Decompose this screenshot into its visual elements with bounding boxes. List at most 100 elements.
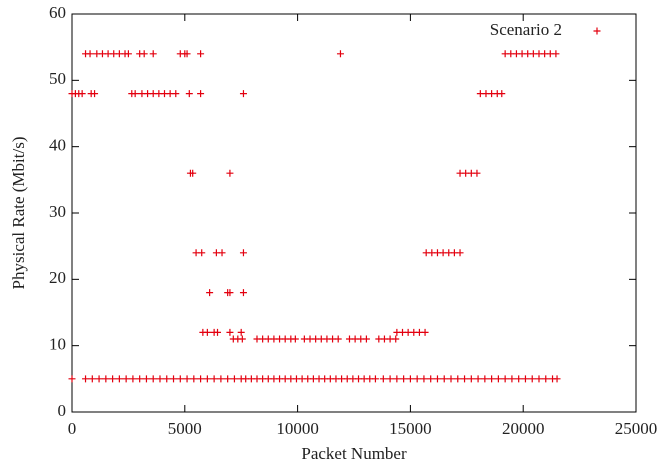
data-point [461,375,469,383]
data-point [149,375,157,383]
data-point [239,249,247,257]
data-point [238,335,246,343]
data-point [521,375,529,383]
data-point [189,169,197,177]
data-point [494,375,502,383]
data-point [386,375,394,383]
data-point [198,249,206,257]
data-point [140,50,148,58]
data-point [400,375,408,383]
data-point [420,375,428,383]
data-point [413,375,421,383]
data-point [149,50,157,58]
data-point [185,90,193,98]
data-point [176,375,184,383]
data-point [508,375,516,383]
y-tick-label: 60 [49,3,66,22]
data-point [115,375,123,383]
data-point [421,328,429,336]
y-axis-label: Physical Rate (Mbit/s) [9,137,28,290]
data-point [406,375,414,383]
data-point [542,375,550,383]
x-tick-label: 15000 [389,419,432,438]
data-point [203,328,211,336]
data-point [102,375,110,383]
data-point [217,375,225,383]
data-point [183,50,191,58]
data-point [427,375,435,383]
data-point [528,375,536,383]
data-point [392,335,400,343]
data-point [481,375,489,383]
y-tick-label: 0 [58,401,67,420]
x-tick-label: 25000 [615,419,658,438]
data-point [190,375,198,383]
data-point [218,249,226,257]
data-point [206,289,214,297]
legend-label: Scenario 2 [490,20,562,39]
data-point [440,375,448,383]
data-point [129,375,137,383]
x-axis-label: Packet Number [301,444,407,463]
data-point [197,50,205,58]
data-point [334,335,342,343]
data-point [131,90,139,98]
data-point [467,375,475,383]
data-point [474,375,482,383]
data-point [433,375,441,383]
data-point [82,375,90,383]
data-point [552,50,560,58]
data-point [214,328,222,336]
data-point [224,375,232,383]
data-point [109,375,117,383]
data-point [515,375,523,383]
data-point [488,375,496,383]
data-point [210,375,218,383]
data-point [371,375,379,383]
data-point [501,375,509,383]
data-point [535,375,543,383]
data-point [197,375,205,383]
data-point [156,375,164,383]
data-point [239,90,247,98]
y-tick-label: 10 [49,335,66,354]
x-tick-label: 0 [68,419,77,438]
data-point [473,169,481,177]
y-tick-label: 40 [49,136,66,155]
data-point [78,90,86,98]
data-point [142,375,150,383]
data-point [393,375,401,383]
data-point [336,50,344,58]
data-point [203,375,211,383]
y-tick-label: 30 [49,202,66,221]
data-point [239,289,247,297]
data-point [230,375,238,383]
y-tick-label: 50 [49,69,66,88]
data-point [86,50,94,58]
data-point [291,335,299,343]
data-point [226,328,234,336]
y-tick-label: 20 [49,268,66,287]
data-point [172,90,180,98]
data-point [226,169,234,177]
data-point [553,375,561,383]
data-point [454,375,462,383]
x-tick-label: 5000 [168,419,202,438]
data-point [456,249,464,257]
data-point [124,50,132,58]
data-point [498,90,506,98]
data-point [226,289,234,297]
data-point [91,90,99,98]
data-point [95,375,103,383]
data-point [197,90,205,98]
legend-marker [593,27,601,35]
data-point [163,375,171,383]
data-point [170,375,178,383]
data-point [362,335,370,343]
data-point [237,328,245,336]
data-point [379,375,387,383]
data-point [122,375,130,383]
data-point [68,375,76,383]
